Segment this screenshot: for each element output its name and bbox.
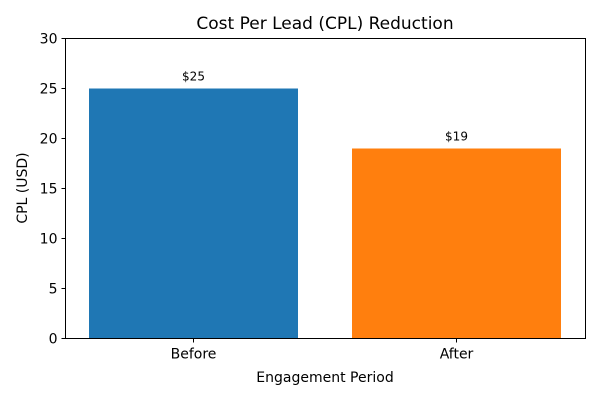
data-label: $25 bbox=[182, 70, 205, 84]
y-tick-label: 20 bbox=[40, 132, 58, 148]
y-tick-label: 10 bbox=[40, 232, 58, 248]
y-tick-label: 15 bbox=[40, 182, 58, 198]
y-tick-label: 0 bbox=[49, 332, 58, 348]
chart-title: Cost Per Lead (CPL) Reduction bbox=[196, 14, 453, 34]
x-tick-label: After bbox=[440, 347, 474, 363]
plot-frame bbox=[65, 38, 586, 339]
bar-after bbox=[352, 148, 561, 339]
x-axis-label: Engagement Period bbox=[256, 370, 393, 386]
x-tick-label: Before bbox=[171, 347, 217, 363]
y-tick-label: 30 bbox=[40, 32, 58, 48]
y-axis-label: CPL (USD) bbox=[15, 152, 31, 223]
y-tick-label: 25 bbox=[40, 82, 58, 98]
y-tick-label: 5 bbox=[49, 282, 58, 298]
bar-before bbox=[89, 88, 298, 339]
data-label: $19 bbox=[445, 130, 468, 144]
